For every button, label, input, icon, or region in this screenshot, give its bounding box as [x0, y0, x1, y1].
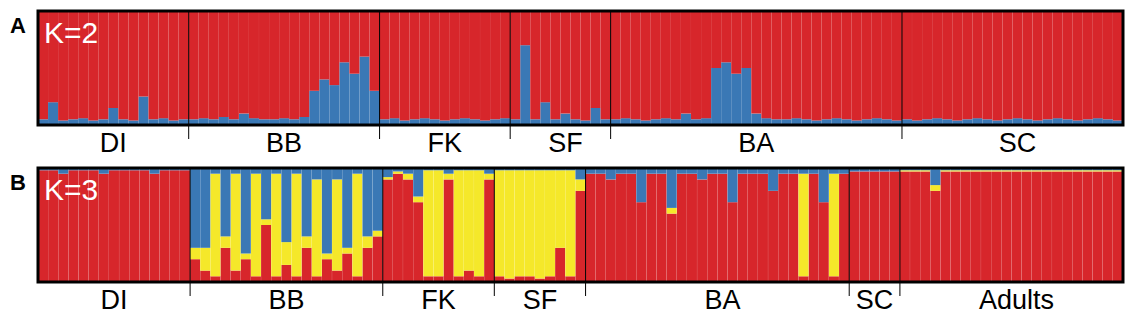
svg-text:FK: FK [421, 285, 456, 315]
svg-text:SC: SC [856, 285, 894, 315]
svg-text:BA: BA [738, 128, 774, 158]
svg-text:FK: FK [428, 128, 463, 158]
svg-text:B: B [10, 170, 26, 195]
svg-text:BB: BB [268, 285, 304, 315]
svg-text:BB: BB [266, 128, 302, 158]
svg-text:SC: SC [999, 128, 1037, 158]
svg-text:K=3: K=3 [44, 173, 98, 206]
svg-text:BA: BA [704, 285, 740, 315]
svg-text:SF: SF [523, 285, 558, 315]
svg-text:DI: DI [100, 128, 127, 158]
svg-text:SF: SF [548, 128, 583, 158]
svg-text:A: A [10, 13, 26, 38]
svg-text:DI: DI [101, 285, 128, 315]
svg-text:K=2: K=2 [44, 16, 98, 49]
svg-text:Adults: Adults [979, 285, 1054, 315]
